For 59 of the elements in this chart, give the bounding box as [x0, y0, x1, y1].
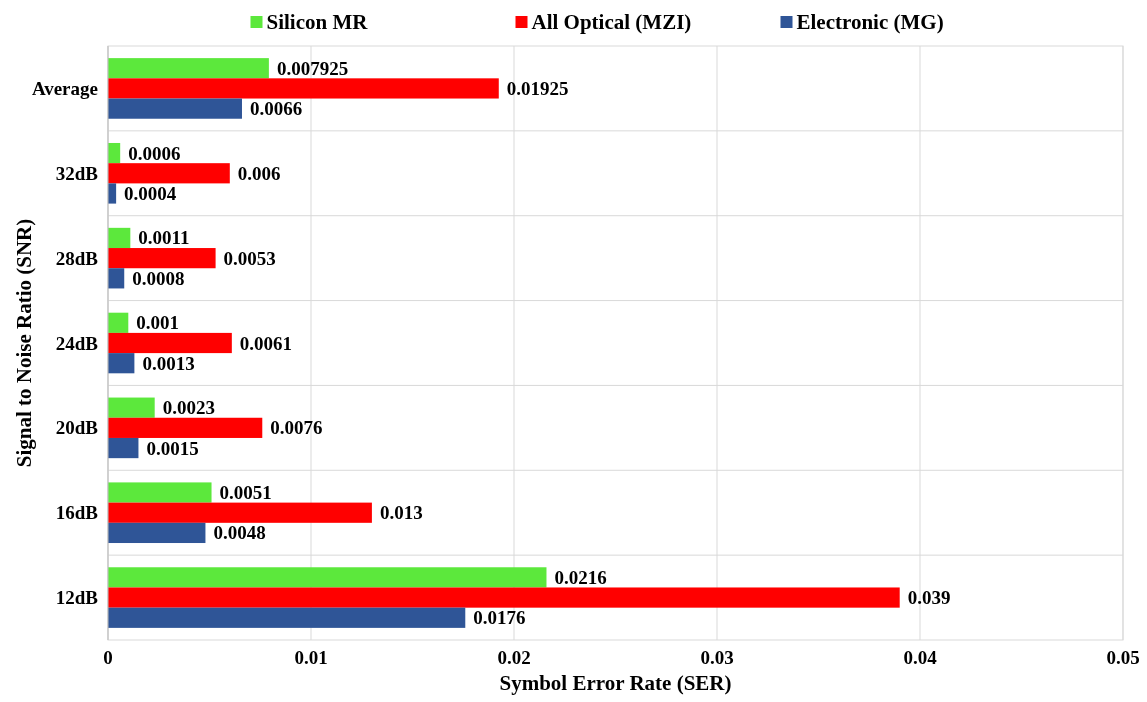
data-label: 0.0216 — [554, 566, 607, 588]
y-tick-label: 24dB — [55, 332, 99, 354]
bar — [108, 248, 216, 269]
bar — [108, 332, 232, 354]
legend-label: Silicon MR — [266, 10, 369, 34]
x-tick-label: 0.02 — [497, 647, 531, 668]
bar — [108, 312, 129, 333]
x-axis-title: Symbol Error Rate (SER) — [499, 671, 732, 695]
data-label: 0.0006 — [128, 142, 181, 164]
y-tick-label: 32dB — [55, 162, 99, 184]
data-label: 0.0048 — [213, 522, 266, 544]
data-label: 0.0011 — [138, 227, 190, 249]
data-label: 0.0015 — [146, 437, 199, 459]
bar — [108, 567, 547, 588]
x-tick-label: 0.03 — [700, 647, 734, 668]
bar — [108, 163, 230, 184]
bar — [108, 227, 131, 249]
data-label: 0.0076 — [270, 417, 323, 439]
y-tick-label: 16dB — [55, 502, 99, 524]
bar — [108, 98, 242, 119]
bar — [108, 58, 269, 79]
data-label: 0.0013 — [142, 352, 195, 374]
data-label: 0.013 — [379, 502, 423, 524]
data-label: 0.01925 — [506, 77, 569, 99]
bar — [108, 502, 372, 523]
x-tick-label: 0.05 — [1106, 647, 1140, 668]
y-tick-label: 20dB — [55, 417, 99, 439]
data-label: 0.001 — [136, 312, 180, 334]
legend-label: All Optical (MZI) — [531, 10, 692, 34]
y-axis-title: Signal to Noise Ratio (SNR) — [12, 218, 36, 468]
y-tick-label: 28dB — [55, 247, 99, 269]
data-label: 0.0176 — [473, 607, 526, 629]
bar — [108, 353, 135, 374]
data-label: 0.007925 — [276, 57, 349, 79]
data-label: 0.0053 — [223, 247, 276, 269]
bar — [108, 397, 155, 418]
data-label: 0.0051 — [219, 482, 272, 504]
x-tick-label: 0 — [103, 647, 113, 668]
bar — [108, 78, 499, 99]
bar — [108, 183, 117, 204]
y-tick-label: 12dB — [55, 587, 99, 609]
bar — [108, 437, 139, 459]
data-label: 0.0008 — [132, 267, 185, 289]
legend-label: Electronic (MG) — [796, 10, 944, 34]
data-label: 0.0066 — [249, 98, 303, 120]
x-tick-label: 0.04 — [903, 647, 938, 668]
bar — [108, 417, 263, 438]
data-label: 0.0023 — [162, 397, 215, 419]
y-tick-label: Average — [31, 77, 98, 99]
bar — [108, 607, 466, 628]
bar — [108, 268, 125, 289]
data-label: 0.0004 — [124, 182, 177, 204]
data-label: 0.0061 — [239, 332, 293, 354]
bar — [108, 522, 206, 544]
data-label: 0.039 — [907, 587, 951, 609]
bar — [108, 482, 212, 503]
data-label: 0.006 — [237, 162, 281, 184]
x-tick-label: 0.01 — [294, 647, 328, 668]
bar — [108, 587, 900, 608]
